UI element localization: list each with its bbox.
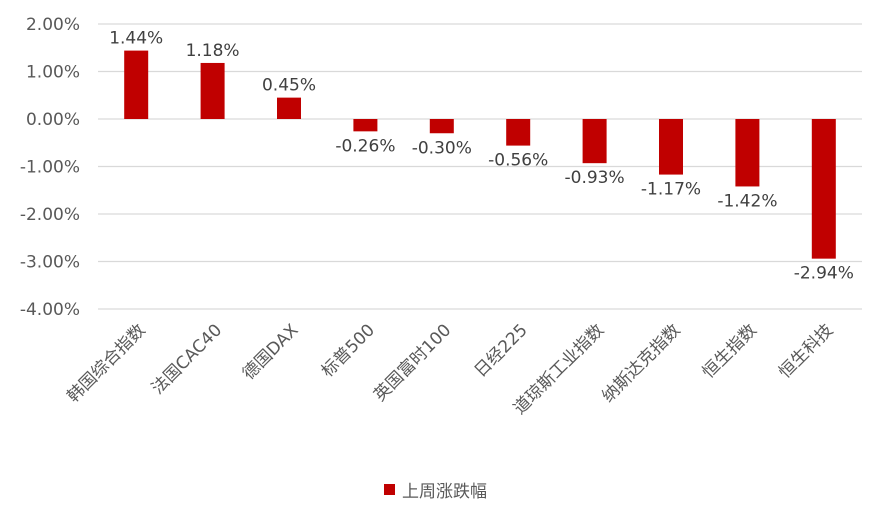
legend-swatch xyxy=(384,484,395,495)
bar xyxy=(124,50,149,119)
x-tick-label: 韩国综合指数 xyxy=(63,320,149,406)
x-tick-label: 英国富时100 xyxy=(370,320,455,405)
x-tick-label: 恒生指数 xyxy=(699,320,761,382)
bar xyxy=(582,119,607,164)
legend-label: 上周涨跌幅 xyxy=(402,482,487,502)
data-label: -0.56% xyxy=(488,151,548,171)
bar-series xyxy=(124,50,836,259)
bar xyxy=(200,62,225,119)
x-tick-label: 德国DAX xyxy=(239,320,303,384)
data-label: -0.30% xyxy=(412,138,472,158)
y-tick-label: 1.00% xyxy=(26,63,80,83)
bar xyxy=(506,119,531,146)
x-tick-label: 法国CAC40 xyxy=(148,320,226,398)
y-tick-label: -2.00% xyxy=(20,205,80,225)
x-tick-label: 标普500 xyxy=(318,320,379,381)
bar xyxy=(811,119,836,259)
x-tick-label: 日经225 xyxy=(471,320,532,381)
y-tick-label: -1.00% xyxy=(20,158,80,178)
data-label: 1.18% xyxy=(186,41,240,61)
bar xyxy=(735,119,760,187)
legend: 上周涨跌幅 xyxy=(384,477,487,502)
bar xyxy=(429,119,454,134)
y-tick-label: -4.00% xyxy=(20,300,80,320)
y-tick-label: -3.00% xyxy=(20,253,80,273)
data-label: -1.42% xyxy=(717,191,777,211)
y-tick-label: 2.00% xyxy=(26,15,80,35)
data-label: -0.93% xyxy=(565,168,625,188)
data-label: 1.44% xyxy=(109,29,163,49)
bar xyxy=(353,119,378,132)
data-label: -1.17% xyxy=(641,180,701,200)
data-labels: 1.44%1.18%0.45%-0.26% -0.30%-0.56%-0.93%-… xyxy=(109,29,854,284)
data-label: -0.26% xyxy=(335,136,395,156)
x-tick-label: 纳斯达克指数 xyxy=(598,320,684,406)
data-label: 0.45% xyxy=(262,76,316,96)
y-axis: 2.00% 1.00% 0.00% -1.00% -2.00% -3.00% -4.00% xyxy=(20,15,80,320)
bar xyxy=(277,97,301,119)
bar xyxy=(659,119,683,175)
y-tick-label: 0.00% xyxy=(26,110,80,130)
gridlines xyxy=(98,23,862,310)
x-tick-label: 恒生科技 xyxy=(775,320,837,382)
data-label: -2.94% xyxy=(794,264,854,284)
